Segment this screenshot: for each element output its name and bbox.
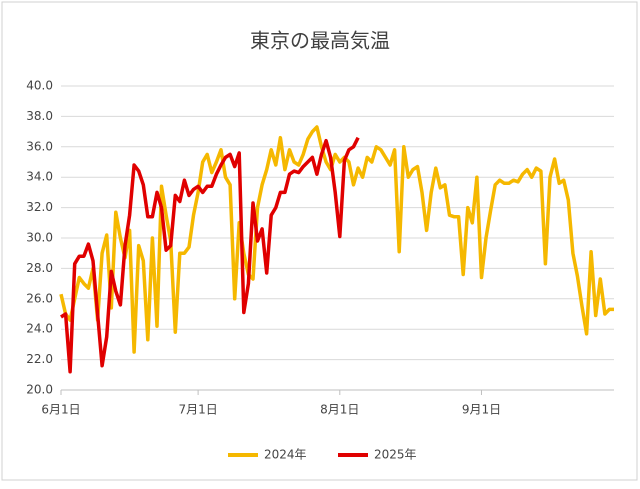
legend-label: 2025年 [374, 448, 417, 462]
y-tick-label: 30.0 [26, 231, 53, 245]
y-tick-label: 34.0 [26, 170, 53, 184]
legend-label: 2024年 [264, 448, 307, 462]
x-tick-label: 7月1日 [178, 403, 217, 417]
series-line [59, 125, 614, 354]
y-tick-label: 28.0 [26, 261, 53, 275]
y-tick-label: 26.0 [26, 291, 53, 305]
y-tick-label: 36.0 [26, 139, 53, 153]
y-tick-label: 32.0 [26, 200, 53, 214]
y-tick-label: 40.0 [26, 79, 53, 93]
x-tick-label: 8月1日 [320, 403, 359, 417]
y-tick-label: 22.0 [26, 352, 53, 366]
series-line [60, 136, 360, 374]
chart-title: 東京の最高気温 [250, 29, 390, 53]
x-tick-label: 6月1日 [41, 403, 80, 417]
y-tick-label: 20.0 [26, 383, 53, 397]
x-tick-label: 9月1日 [462, 403, 501, 417]
y-tick-label: 24.0 [26, 322, 53, 336]
y-tick-label: 38.0 [26, 109, 53, 123]
